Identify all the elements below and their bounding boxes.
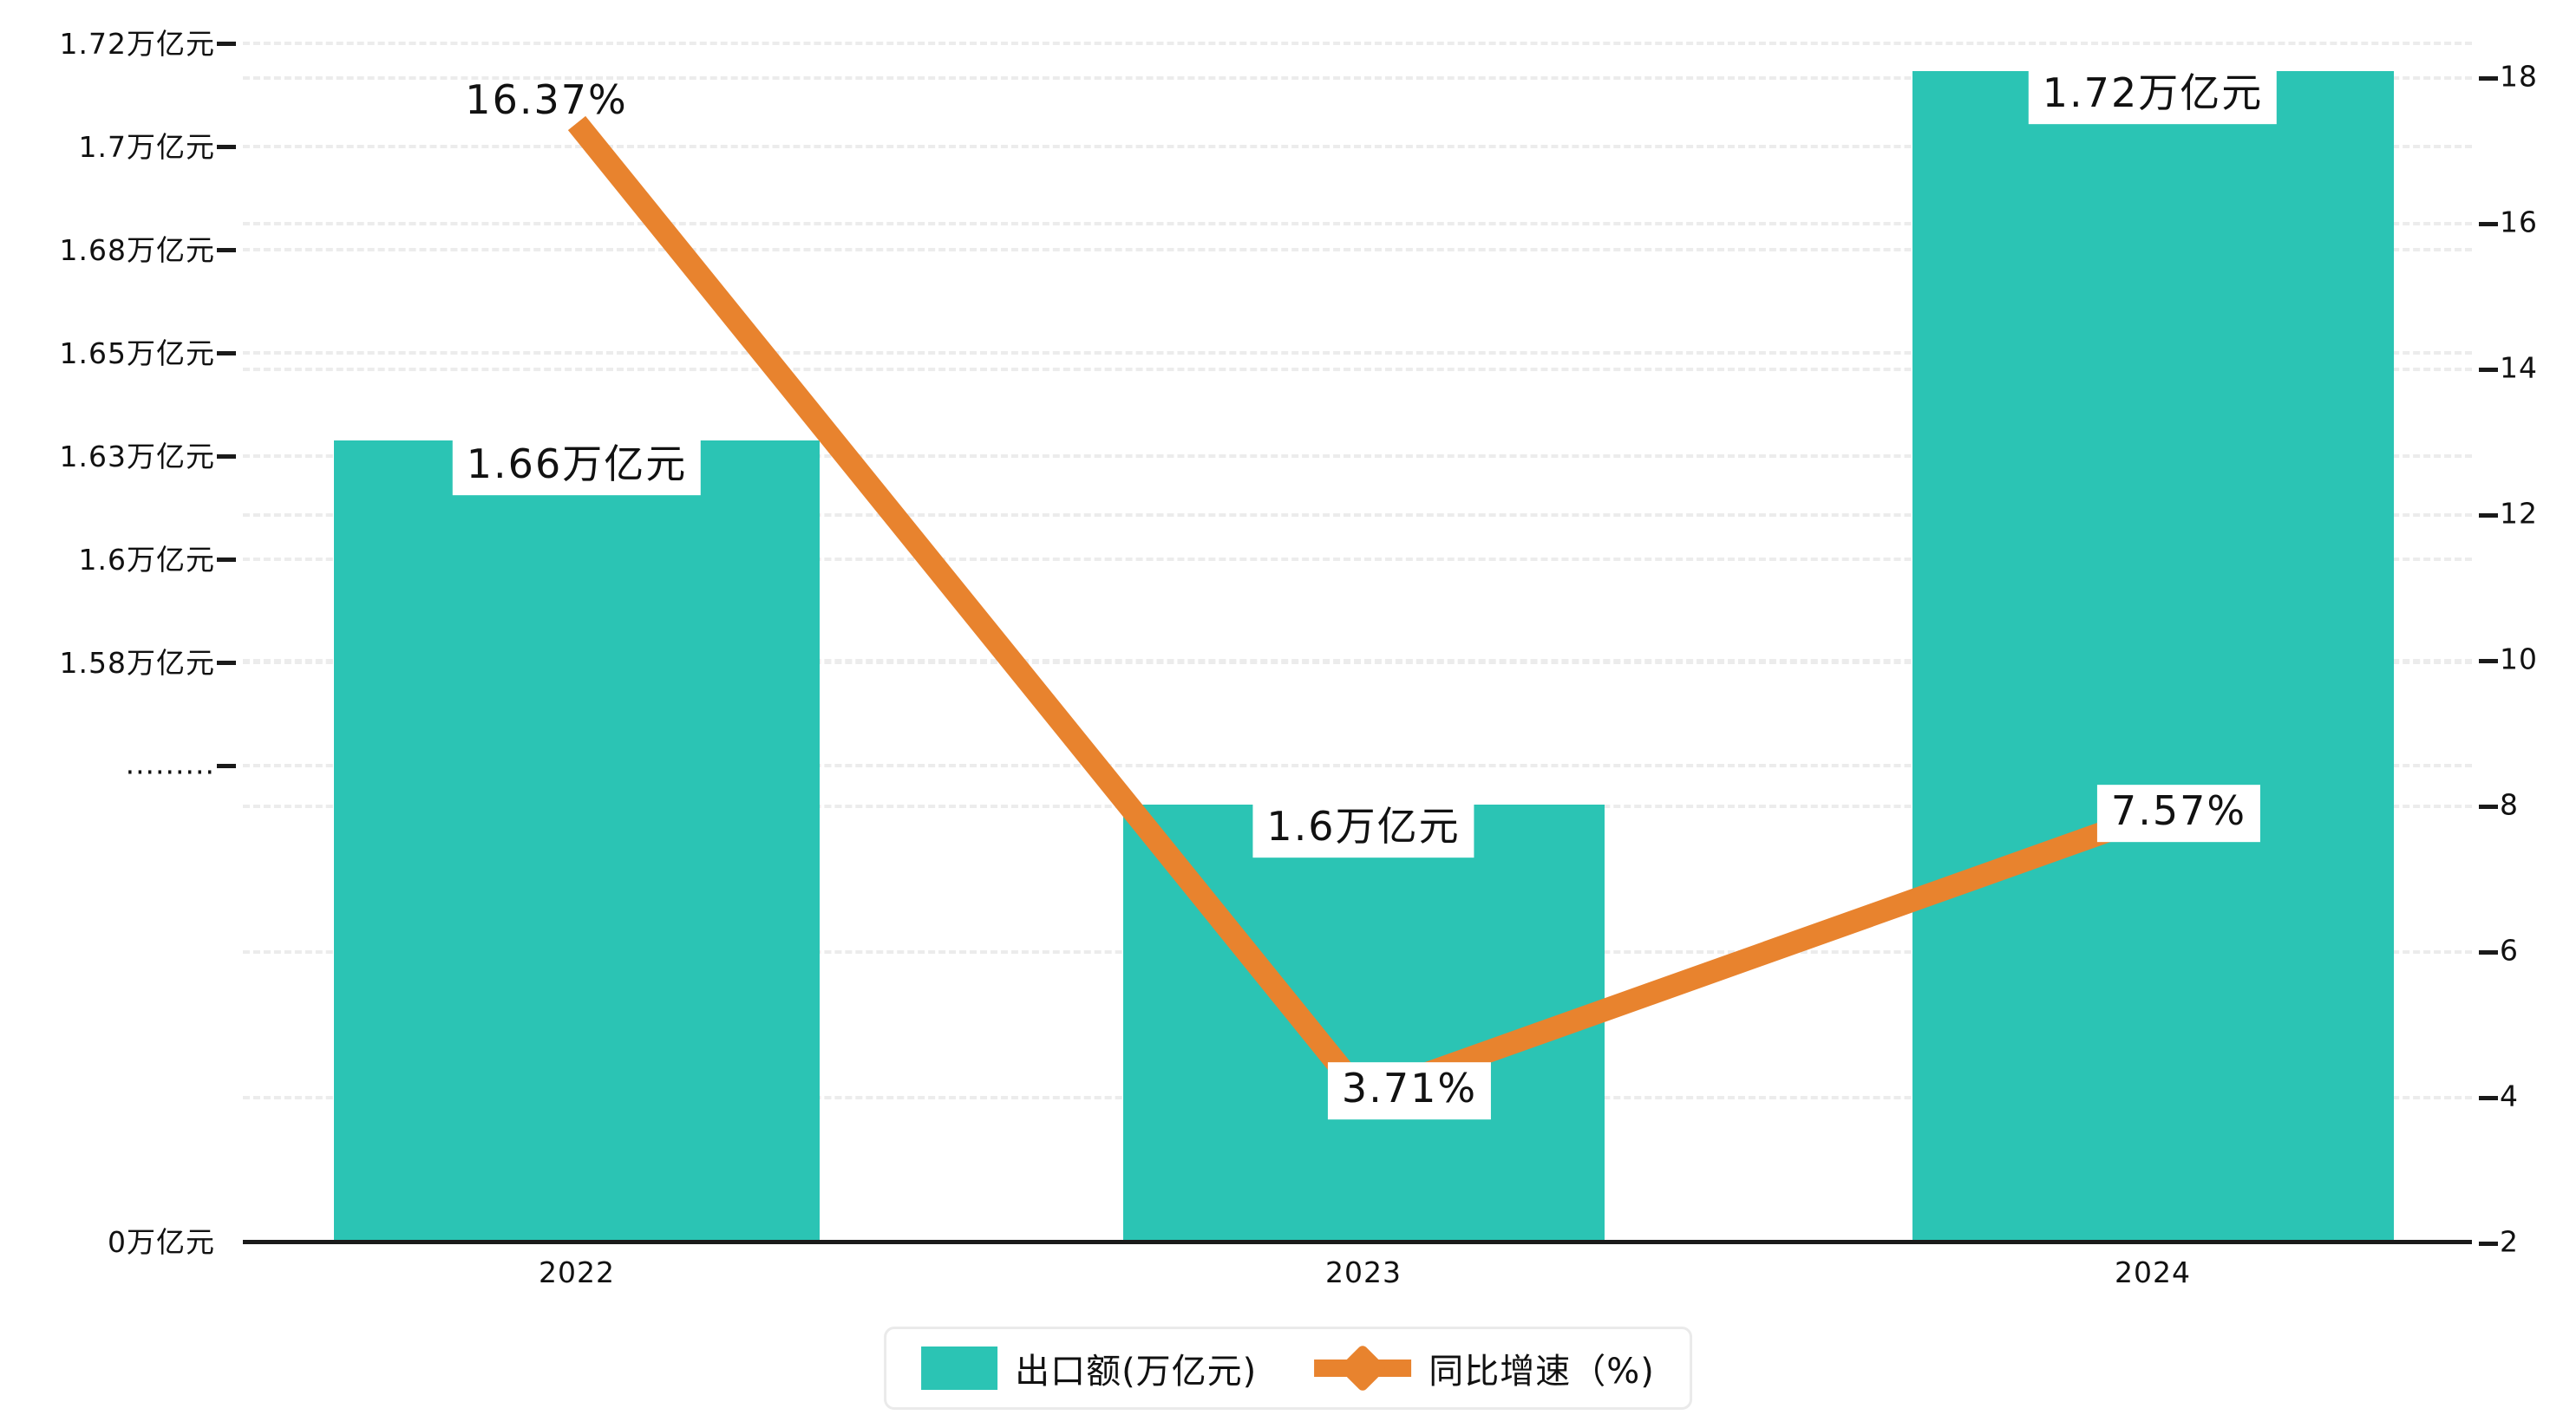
tick-mark-left: [217, 145, 236, 149]
tick-mark-right: [2479, 222, 2498, 226]
y-axis-left-tick-label: 1.58万亿元: [59, 646, 215, 680]
tick-mark-right: [2479, 805, 2498, 809]
y-axis-left-tick-label: 1.6万亿元: [78, 543, 215, 577]
gridline: [243, 222, 2472, 225]
y-axis-right: 18 16 14 12 10 8 6 4 2: [2498, 26, 2576, 1259]
y-axis-left-tick-label: .........: [125, 747, 215, 781]
y-axis-right-tick-label: 18: [2500, 59, 2538, 94]
tick-mark-right: [2479, 1242, 2498, 1246]
tick-mark-right: [2479, 368, 2498, 372]
tick-mark-left: [217, 661, 236, 665]
tick-mark-left: [217, 42, 236, 46]
y-axis-left-tick-label: 1.72万亿元: [59, 27, 215, 61]
tick-mark-left: [217, 558, 236, 562]
x-axis-tick-label-2022: 2022: [539, 1255, 615, 1289]
growth-rate-line: [567, 115, 2157, 1107]
y-axis-right-tick-label: 2: [2500, 1224, 2519, 1259]
y-axis-left-tick-label: 1.65万亿元: [59, 336, 215, 370]
gridline: [243, 454, 2472, 458]
chart-legend: 出口额(万亿元) 同比增速（%): [884, 1327, 1692, 1410]
gridline: [243, 145, 2472, 148]
tick-mark-right: [2479, 76, 2498, 81]
tick-mark-left: [217, 454, 236, 459]
gridline: [243, 661, 2472, 664]
bar-2023[interactable]: [1123, 805, 1605, 1240]
legend-item-growth-rate[interactable]: 同比增速（%): [1314, 1343, 1655, 1393]
data-label-growth-2024: 7.57%: [2096, 785, 2261, 842]
y-axis-left-tick-label: 1.63万亿元: [59, 440, 215, 473]
y-axis-right-tick-label: 8: [2500, 787, 2519, 822]
gridline: [243, 248, 2472, 251]
gridline: [243, 42, 2472, 45]
x-axis-baseline: [243, 1240, 2472, 1244]
y-axis-right-tick-label: 12: [2500, 496, 2538, 531]
y-axis-left-tick-label: 1.7万亿元: [78, 130, 215, 164]
tick-mark-right: [2479, 659, 2498, 663]
y-axis-left-tick-label: 0万亿元: [108, 1225, 215, 1259]
y-axis-right-tick-label: 16: [2500, 205, 2538, 239]
data-label-export-2024: 1.72万亿元: [2028, 67, 2278, 124]
data-label-growth-2022: 16.37%: [465, 76, 628, 124]
legend-swatch-bar-icon: [921, 1347, 998, 1390]
x-axis-tick-label-2024: 2024: [2115, 1255, 2191, 1289]
legend-swatch-line-icon: [1314, 1343, 1412, 1393]
tick-mark-left: [217, 351, 236, 355]
plot-area: 16.37% 1.66万亿元 3.71% 1.6万亿元 7.57% 1.72万亿…: [217, 26, 2498, 1246]
bar-2022[interactable]: [334, 440, 820, 1240]
bar-2024[interactable]: [1912, 71, 2394, 1240]
x-axis-tick-label-2023: 2023: [1325, 1255, 1402, 1289]
y-axis-right-tick-label: 14: [2500, 350, 2538, 385]
legend-diamond-marker-icon: [1338, 1343, 1388, 1393]
tick-mark-right: [2479, 1096, 2498, 1100]
gridline: [243, 764, 2472, 767]
gridline: [243, 368, 2472, 371]
y-axis-right-tick-label: 4: [2500, 1079, 2519, 1113]
gridline: [243, 76, 2472, 80]
gridline: [243, 351, 2472, 355]
data-label-export-2023: 1.6万亿元: [1252, 800, 1474, 857]
data-label-export-2022: 1.66万亿元: [452, 438, 702, 495]
gridline: [243, 513, 2472, 517]
data-label-growth-2023: 3.71%: [1327, 1062, 1492, 1119]
legend-label-growth-rate: 同比增速（%): [1429, 1352, 1655, 1392]
legend-item-export-amount[interactable]: 出口额(万亿元): [921, 1343, 1257, 1393]
y-axis-left: 1.72万亿元 1.7万亿元 1.68万亿元 1.65万亿元 1.63万亿元 1…: [0, 26, 217, 1259]
gridline: [243, 659, 2472, 662]
y-axis-left-tick-label: 1.68万亿元: [59, 233, 215, 267]
y-axis-right-tick-label: 6: [2500, 933, 2519, 968]
gridline: [243, 558, 2472, 561]
legend-label-export-amount: 出口额(万亿元): [1015, 1352, 1258, 1392]
tick-mark-left: [217, 764, 236, 768]
tick-mark-right: [2479, 513, 2498, 518]
tick-mark-right: [2479, 950, 2498, 955]
y-axis-right-tick-label: 10: [2500, 642, 2538, 676]
tick-mark-left: [217, 248, 236, 252]
x-axis: 2022 2023 2024: [243, 1255, 2472, 1307]
line-series-growth-rate: [567, 115, 2157, 1107]
